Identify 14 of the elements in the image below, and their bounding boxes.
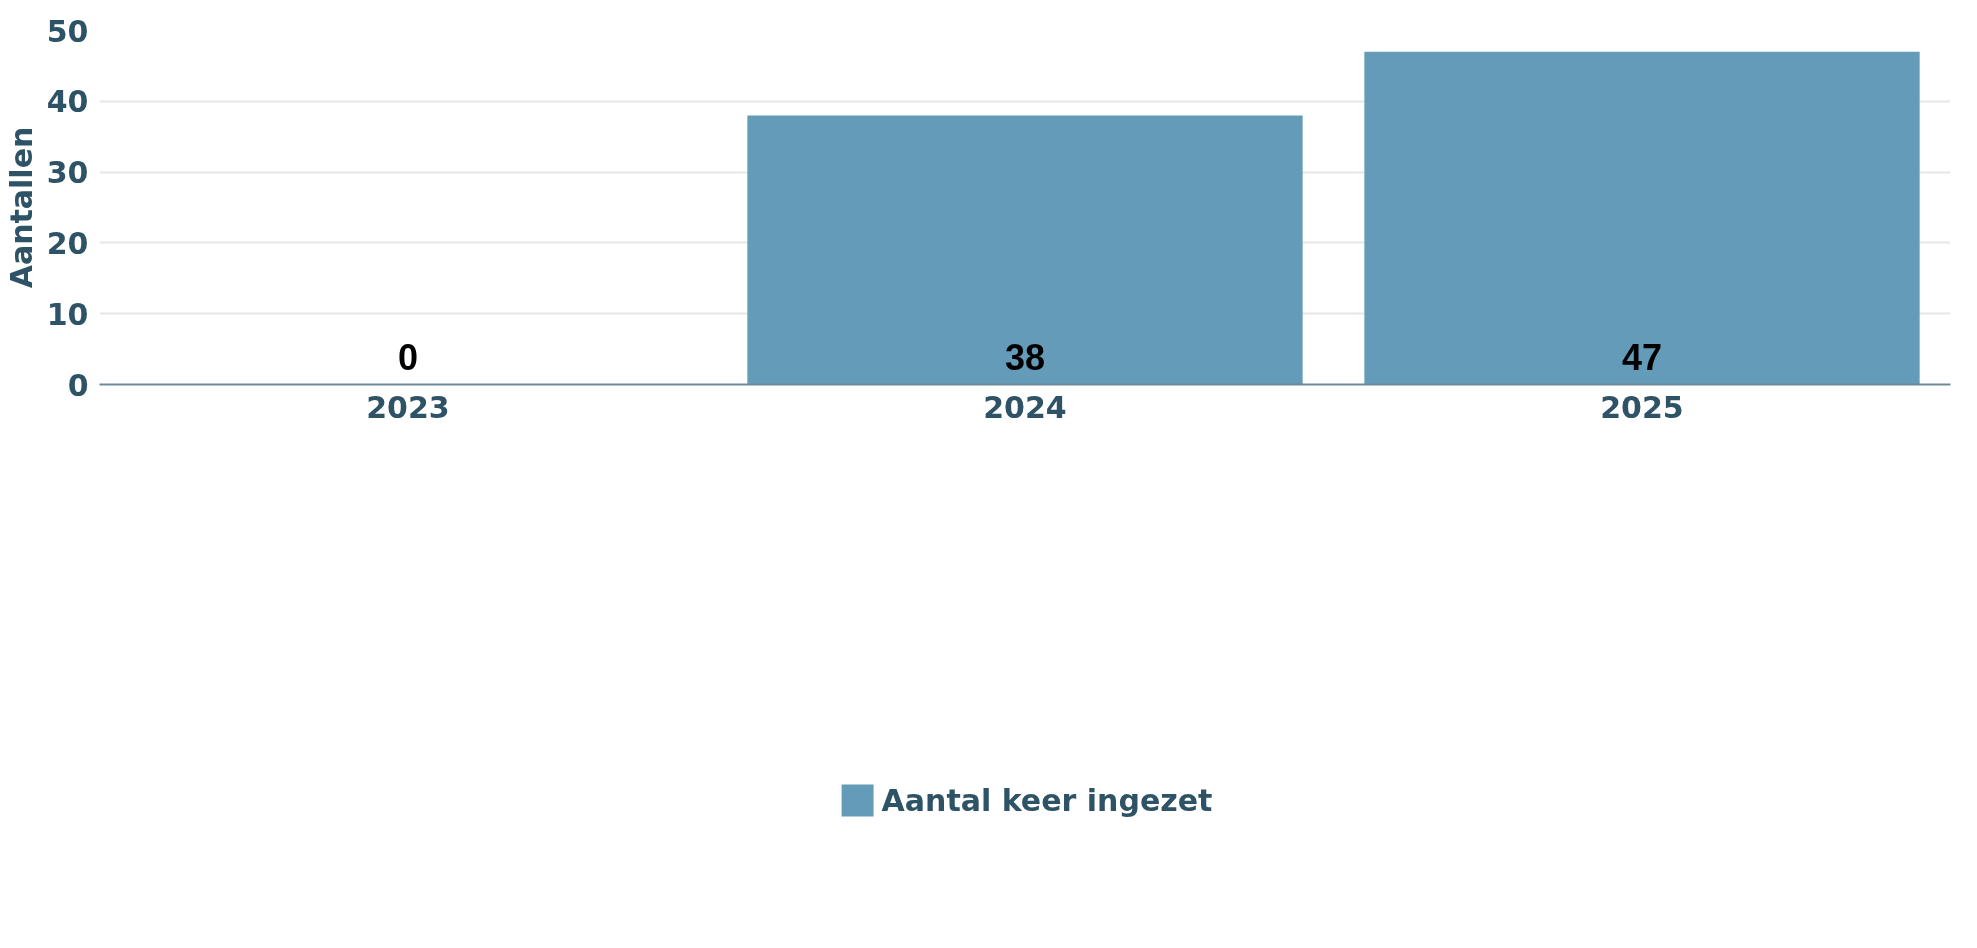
x-tick-label: 2024 bbox=[983, 389, 1067, 425]
legend-label: Aantal keer ingezet bbox=[881, 782, 1213, 818]
y-tick-label: 30 bbox=[46, 155, 89, 191]
y-axis-title: Aantallen bbox=[3, 126, 39, 289]
y-tick-label: 10 bbox=[46, 296, 89, 332]
data-label: 47 bbox=[1621, 336, 1663, 378]
y-tick-label: 20 bbox=[46, 225, 89, 261]
data-label: 38 bbox=[1004, 336, 1046, 378]
y-tick-label: 50 bbox=[46, 13, 89, 49]
data-label: 0 bbox=[397, 336, 419, 378]
x-tick-label: 2023 bbox=[366, 389, 450, 425]
y-tick-label: 40 bbox=[46, 84, 89, 120]
y-tick-label: 0 bbox=[67, 367, 89, 403]
x-tick-label: 2025 bbox=[1600, 389, 1684, 425]
